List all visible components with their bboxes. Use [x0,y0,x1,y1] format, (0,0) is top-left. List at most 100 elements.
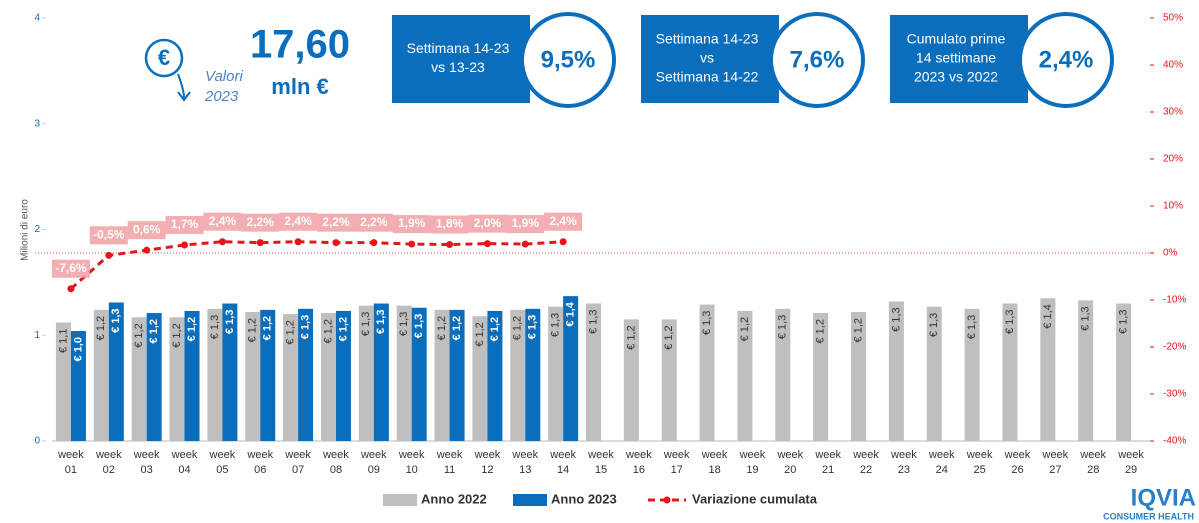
bar [93,309,109,441]
kpi-value: 2,4% [1039,46,1094,73]
kpi-circle [769,12,865,108]
line-point [446,241,454,249]
line-point [67,285,75,293]
bar [260,309,276,441]
bar [449,309,465,441]
bar [964,308,980,441]
bar [699,304,715,441]
bar [222,303,238,441]
x-tick-label: week 03 [133,449,160,476]
line-point [559,238,567,246]
bar [434,309,450,441]
bar [358,305,374,441]
label-box [468,214,507,233]
kpi-value: 9,5% [541,46,596,73]
x-tick-label: week 02 [95,449,122,476]
line-value-label: 1,9% [398,216,426,230]
kpi-box [392,15,530,103]
icon-euro: € [158,45,170,70]
x-tick-label: week 04 [171,449,198,476]
label-box [279,212,318,231]
value-label: € 1,2 [337,317,349,341]
logo-name: IQVIA [1131,484,1196,511]
value-label: € 1,3 [527,315,539,339]
value-label: € 1,3 [300,315,312,339]
bar [131,317,147,441]
value-label: € 1,3 [587,310,599,334]
bar [1040,298,1056,441]
bar [411,307,427,441]
value-label: € 1,1 [57,329,69,353]
kpi-text: 14 settimane [916,50,996,66]
line-value-label: 1,9% [512,216,540,230]
line-value-label: 2,2% [322,215,350,229]
icon-arrow [177,73,191,102]
legend-swatch [383,494,417,506]
value-label: € 1,4 [565,301,577,326]
value-label: € 1,3 [209,315,221,339]
value-label: € 1,3 [928,313,940,337]
value-label: € 1,2 [663,325,675,349]
logo-sub: CONSUMER HEALTH [1103,511,1194,521]
bar [320,313,336,441]
y2-tick-label: -20% [1163,342,1186,353]
kpi-text: Settimana 14-22 [656,69,759,85]
value-label: € 1,3 [360,312,372,336]
label-box [127,221,166,240]
value-label: € 1,3 [1080,306,1092,330]
value-label: € 1,3 [550,313,562,337]
value-label: € 1,2 [852,318,864,342]
legend-label: Anno 2023 [551,491,617,506]
line-value-label: 2,0% [474,216,502,230]
value-label: € 1,2 [133,323,145,347]
value-label: € 1,2 [739,317,751,341]
bar [888,301,904,441]
line-value-label: 1,8% [436,217,464,231]
y-tick-label: 2 [34,224,40,235]
line-value-label: -0,5% [93,228,125,242]
value-label: € 1,2 [95,316,107,340]
x-tick-label: week 17 [663,449,690,476]
kpi-box [641,15,779,103]
x-tick-label: week 29 [1117,449,1144,476]
value-label: € 1,2 [285,320,297,344]
value-label: € 1,2 [436,316,448,340]
label-box [544,212,583,231]
line-value-label: 2,2% [247,215,275,229]
value-label: € 1,3 [375,310,387,334]
x-tick-label: week 14 [549,449,576,476]
kpi-box [890,15,1028,103]
y2-tick-label: 30% [1163,107,1183,118]
kpi-text: vs 13-23 [431,59,485,75]
x-tick-label: week 05 [209,449,236,476]
value-label: € 1,0 [72,337,84,361]
x-tick-label: week 19 [739,449,766,476]
value-label: € 1,2 [262,316,274,340]
line-point [294,238,302,246]
bar [146,313,162,441]
kpi-text: 2023 vs 2022 [914,69,998,85]
value-label: € 1,3 [1117,310,1129,334]
x-tick-label: week 27 [1042,449,1069,476]
bar [335,310,351,441]
line-point [408,240,416,248]
x-tick-label: week 16 [625,449,652,476]
bar [548,306,564,441]
value-label: € 1,2 [148,319,160,343]
label-box [203,212,242,231]
x-tick-label: week 13 [511,449,538,476]
euro-icon: € [144,38,191,102]
value-label: € 1,2 [489,317,501,341]
x-tick-label: week 06 [246,449,273,476]
headline-note: Valori [205,68,243,85]
line-value-label: 2,2% [360,215,388,229]
bar [1078,300,1094,441]
kpi-text: Cumulato prime [907,31,1006,47]
line-value-label: 1,7% [171,217,199,231]
bar [108,302,124,441]
x-tick-label: week 08 [322,449,349,476]
y2-tick-label: 20% [1163,154,1183,165]
y2-tick-label: -30% [1163,389,1186,400]
x-tick-label: week 23 [890,449,917,476]
bar [396,305,412,441]
